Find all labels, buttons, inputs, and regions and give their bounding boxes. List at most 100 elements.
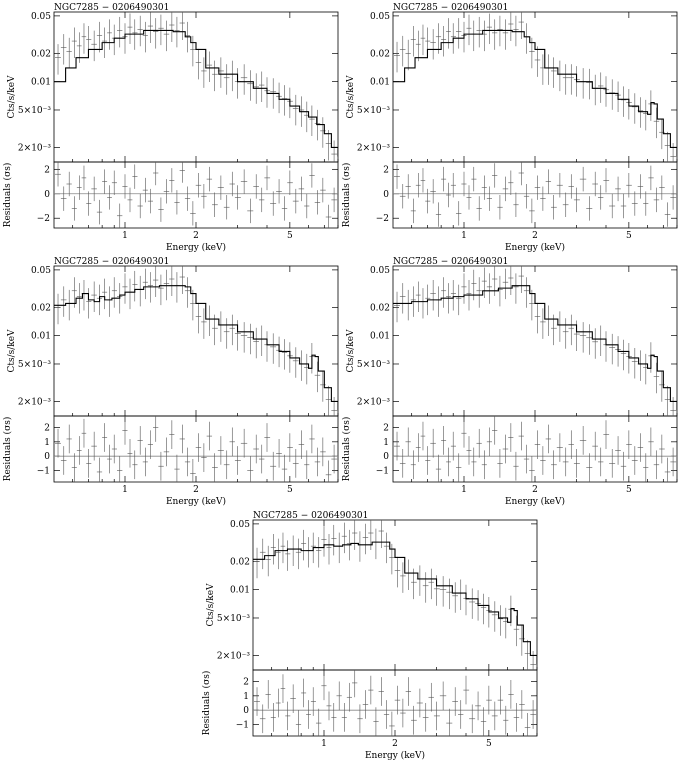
residual-tick-label: −2 <box>37 214 50 224</box>
x-axis-label: Energy (keV) <box>365 750 425 761</box>
x-tick-label: 5 <box>287 231 293 241</box>
x-tick-label: 2 <box>193 485 199 495</box>
x-tick-label: 5 <box>626 231 632 241</box>
x-tick-label: 1 <box>461 485 467 495</box>
x-tick-label: 5 <box>287 485 293 495</box>
y-tick-label: 0.05 <box>370 266 390 276</box>
y-tick-label: 5×10⁻³ <box>217 614 250 624</box>
y-tick-label: 2×10⁻³ <box>18 143 51 153</box>
model-curve <box>54 29 338 157</box>
residual-tick-label: 0 <box>44 452 50 462</box>
y-tick-label: 0.05 <box>230 520 250 530</box>
y-tick-label: 2×10⁻³ <box>357 143 390 153</box>
residual-tick-label: 2 <box>44 165 50 175</box>
residual-plot-frame <box>53 161 339 229</box>
spectrum-plot-area <box>393 12 677 162</box>
spectrum-plot-frame <box>392 265 678 417</box>
panel-title: NGC7285 − 0206490301 <box>253 511 368 521</box>
residual-axis-label: Residuals (σs) <box>341 417 352 482</box>
x-tick-label: 1 <box>122 485 128 495</box>
y-axis-label: Cts/s/keV <box>7 329 17 373</box>
spectrum-panel-4: NGC7285 − 0206490301 1 2 5 0.05 0.02 0.01 5×10⁻… <box>341 257 678 507</box>
residual-axis-label: Residuals (σs) <box>2 163 13 228</box>
x-tick-label: 2 <box>193 231 199 241</box>
y-tick-label: 0.05 <box>31 266 51 276</box>
residual-plot-frame <box>53 415 339 483</box>
spectrum-plot-area <box>54 12 338 162</box>
residual-tick-label: 1 <box>44 438 50 448</box>
residual-axis-label: Residuals (σs) <box>2 417 13 482</box>
x-tick-label: 1 <box>461 231 467 241</box>
residual-tick-label: −1 <box>236 721 249 731</box>
y-tick-label: 2×10⁻³ <box>217 651 250 661</box>
x-tick-label: 1 <box>122 231 128 241</box>
residual-tick-label: 1 <box>383 438 389 448</box>
y-tick-label: 5×10⁻³ <box>357 360 390 370</box>
residual-tick-label: 1 <box>243 692 249 702</box>
y-axis-label: Cts/s/keV <box>346 75 356 119</box>
spectrum-plot-frame <box>53 265 339 417</box>
residual-tick-label: 0 <box>383 190 389 200</box>
model-curve <box>393 285 677 411</box>
residual-tick-label: 2 <box>243 677 249 687</box>
y-tick-label: 5×10⁻³ <box>18 360 51 370</box>
residual-plot-area <box>393 416 677 482</box>
y-tick-label: 0.01 <box>370 78 390 88</box>
model-curve <box>253 541 537 665</box>
model-curve <box>54 285 338 411</box>
x-tick-label: 1 <box>321 739 327 749</box>
x-tick-label: 5 <box>626 485 632 495</box>
residual-plot-frame <box>392 161 678 229</box>
spectrum-panel-5: NGC7285 − 0206490301 1 2 5 0.05 0.02 0.01 5×10⁻… <box>201 511 538 761</box>
residual-tick-label: −2 <box>376 214 389 224</box>
y-axis-label: Cts/s/keV <box>206 583 216 627</box>
residual-tick-label: −1 <box>37 467 50 477</box>
residual-tick-label: 0 <box>383 452 389 462</box>
y-tick-label: 0.01 <box>370 332 390 342</box>
y-axis-label: Cts/s/keV <box>346 329 356 373</box>
spectrum-plot-frame <box>252 519 538 671</box>
residual-axis-label: Residuals (σs) <box>341 163 352 228</box>
y-tick-label: 2×10⁻³ <box>357 397 390 407</box>
spectrum-panel-1: NGC7285 − 0206490301 1 2 5 0.05 0.02 0.01 5×10⁻… <box>2 3 339 253</box>
x-tick-label: 2 <box>392 739 398 749</box>
spectrum-panel-2: NGC7285 − 0206490301 1 2 5 0.05 0.02 0.01 5×10⁻… <box>341 3 678 253</box>
residual-plot-area <box>253 670 537 736</box>
x-tick-label: 2 <box>532 231 538 241</box>
y-tick-label: 0.05 <box>370 12 390 22</box>
y-tick-label: 0.02 <box>230 557 250 567</box>
spectrum-plot-area <box>393 266 677 416</box>
residual-tick-label: 2 <box>383 165 389 175</box>
y-tick-label: 0.02 <box>370 303 390 313</box>
panel-title: NGC7285 − 0206490301 <box>54 257 169 267</box>
residual-tick-label: 2 <box>383 423 389 433</box>
residual-axis-label: Residuals (σs) <box>201 671 212 736</box>
x-tick-label: 2 <box>532 485 538 495</box>
y-tick-label: 0.05 <box>31 12 51 22</box>
y-tick-label: 0.02 <box>31 303 51 313</box>
y-tick-label: 0.01 <box>230 586 250 596</box>
y-tick-label: 0.01 <box>31 78 51 88</box>
x-axis-label: Energy (keV) <box>505 496 565 507</box>
y-tick-label: 5×10⁻³ <box>18 106 51 116</box>
x-axis-label: Energy (keV) <box>166 496 226 507</box>
residual-tick-label: 0 <box>243 706 249 716</box>
panel-title: NGC7285 − 0206490301 <box>393 3 508 13</box>
y-tick-label: 0.01 <box>31 332 51 342</box>
x-axis-label: Energy (keV) <box>166 242 226 253</box>
residual-tick-label: −1 <box>376 467 389 477</box>
y-tick-label: 2×10⁻³ <box>18 397 51 407</box>
spectrum-plot-frame <box>392 11 678 163</box>
x-tick-label: 5 <box>486 739 492 749</box>
residual-plot-area <box>393 162 677 227</box>
residual-tick-label: 2 <box>44 423 50 433</box>
spectrum-plot-frame <box>53 11 339 163</box>
y-tick-label: 0.02 <box>370 49 390 59</box>
spectrum-plot-area <box>54 266 338 416</box>
panel-title: NGC7285 − 0206490301 <box>393 257 508 267</box>
y-axis-label: Cts/s/keV <box>7 75 17 119</box>
x-axis-label: Energy (keV) <box>505 242 565 253</box>
y-tick-label: 0.02 <box>31 49 51 59</box>
spectrum-plot-area <box>253 520 537 670</box>
